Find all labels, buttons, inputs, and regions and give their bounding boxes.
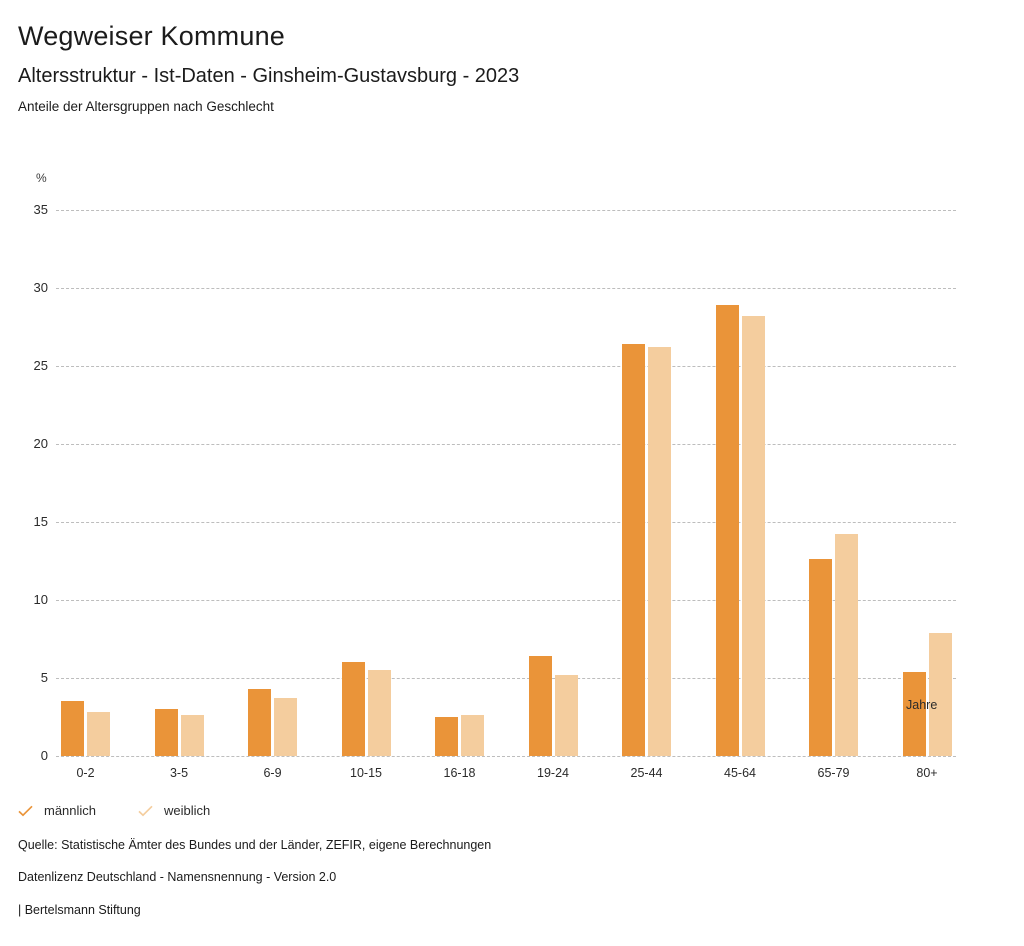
bar-16-18-männlich[interactable] <box>435 717 458 756</box>
gridline <box>56 288 956 289</box>
gridline <box>56 366 956 367</box>
legend-label: weiblich <box>164 803 211 818</box>
bar-16-18-weiblich[interactable] <box>461 715 484 756</box>
check-icon <box>138 805 153 816</box>
y-axis-tick-label: 35 <box>33 202 48 217</box>
x-axis-tick-label: 3-5 <box>169 766 189 780</box>
x-axis-unit-label: Jahre <box>906 698 938 712</box>
legend-item-weiblich[interactable]: weiblich <box>138 803 210 818</box>
y-axis-tick-label: 30 <box>33 280 48 295</box>
y-axis-tick-label: 25 <box>33 358 48 373</box>
bar-10-15-männlich[interactable] <box>341 662 365 756</box>
y-axis-tick-label: 20 <box>33 436 48 451</box>
legend-label: männlich <box>44 803 97 818</box>
y-axis-tick-label: 5 <box>40 670 48 685</box>
gridline <box>56 210 956 211</box>
x-axis-tick-label: 80+ <box>916 766 938 780</box>
bar-19-24-männlich[interactable] <box>528 656 552 756</box>
gridline <box>56 678 956 679</box>
x-axis-tick-label: 19-24 <box>537 766 569 780</box>
bar-0-2-männlich[interactable] <box>61 701 84 756</box>
y-axis-tick-label: 0 <box>40 748 48 763</box>
chart-header: Wegweiser Kommune Altersstruktur - Ist-D… <box>18 0 1008 115</box>
plot-canvas: 0 5 10 15 20 25 30 35 0-2 3-5 6-9 10-15 16-18 19-24 25… <box>34 202 956 780</box>
bar-19-24-weiblich[interactable] <box>554 674 578 756</box>
legend-item-männlich[interactable]: männlich <box>18 803 96 818</box>
x-axis-tick-label: 25-44 <box>630 766 663 780</box>
check-icon <box>18 805 33 816</box>
footer-line-3: | Bertelsmann Stiftung <box>18 902 141 917</box>
footer-line-2: Datenlizenz Deutschland - Namensnennung … <box>18 870 337 885</box>
chart-legend: männlich weiblich <box>18 803 252 818</box>
bar-80+-weiblich[interactable] <box>928 632 952 756</box>
bar-3-5-weiblich[interactable] <box>180 715 204 756</box>
y-axis-tick-label: 10 <box>33 592 48 607</box>
x-axis-tick-label: 0-2 <box>76 766 95 780</box>
bar-6-9-männlich[interactable] <box>248 688 271 756</box>
bar-65-79-weiblich[interactable] <box>835 534 858 756</box>
bar-80+-männlich[interactable] <box>902 671 926 756</box>
gridline <box>56 600 956 601</box>
x-axis-tick-label: 10-15 <box>350 766 382 780</box>
bar-0-2-weiblich[interactable] <box>87 712 110 756</box>
gridline <box>56 522 956 523</box>
bar-45-64-männlich[interactable] <box>715 305 739 756</box>
chart-plot-area: % 0 5 10 15 20 25 30 35 0-2 3-5 6-9 10-15 16-18 19-24… <box>0 160 1024 800</box>
x-axis-tick-label: 16-18 <box>443 766 476 780</box>
x-axis-tick-label: 65-79 <box>817 766 850 780</box>
bar-10-15-weiblich[interactable] <box>367 670 391 756</box>
bar-45-64-weiblich[interactable] <box>741 316 765 756</box>
page-title: Wegweiser Kommune <box>18 21 286 51</box>
bar-25-44-weiblich[interactable] <box>648 347 671 756</box>
x-axis-tick-label: 45-64 <box>724 766 756 780</box>
y-axis-unit-label: % <box>36 171 47 185</box>
chart-footer: Quelle: Statistische Ämter des Bundes un… <box>18 838 978 935</box>
footer-line-1: Quelle: Statistische Ämter des Bundes un… <box>18 838 492 852</box>
chart-subtitle: Altersstruktur - Ist-Daten - Ginsheim-Gu… <box>18 64 520 87</box>
bar-6-9-weiblich[interactable] <box>274 698 297 756</box>
gridline <box>56 756 956 757</box>
x-axis-tick-label: 6-9 <box>263 766 282 780</box>
y-axis-tick-label: 15 <box>33 514 48 529</box>
bar-25-44-männlich[interactable] <box>622 344 645 756</box>
gridline <box>56 444 956 445</box>
chart-caption: Anteile der Altersgruppen nach Geschlech… <box>18 98 274 114</box>
bar-3-5-männlich[interactable] <box>154 709 178 756</box>
bar-65-79-männlich[interactable] <box>809 559 832 756</box>
